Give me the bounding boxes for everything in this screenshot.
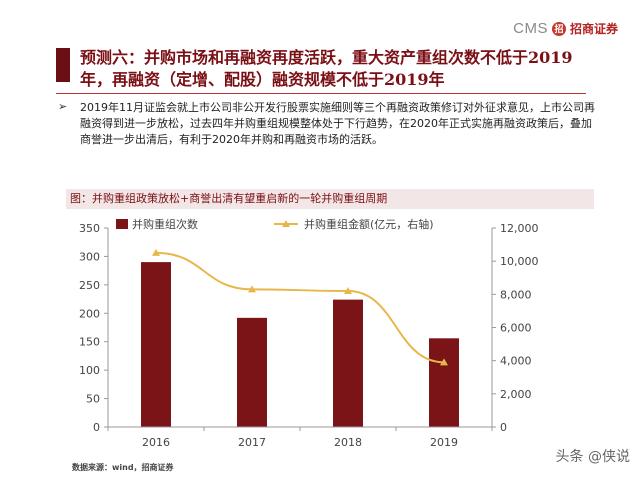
brand-logo: CMS 招 招商证券 [513,20,618,37]
x-tick-label: 2019 [430,436,458,449]
right-tick-label: 8,000 [500,288,532,301]
title-accent-bar [56,48,70,82]
left-tick-label: 100 [79,364,100,377]
legend-bar-label: 并购重组次数 [132,217,198,231]
line-point [344,287,352,295]
line-point [440,358,448,366]
body-paragraph: 2019年11月证监会就上市公司非公开发行股票实施细则等三个再融资政策修订对外征… [80,101,595,146]
bar [237,317,267,427]
page-title: 预测六：并购市场和再融资再度活跃，重大资产重组次数不低于2019年，再融资（定增… [80,48,573,89]
legend-line-label: 并购重组金额(亿元，右轴) [304,217,434,231]
left-axis: 0 50 100 150 200 250 300 350 [79,222,109,434]
series-line [155,251,445,364]
x-tick-label: 2018 [334,436,362,449]
line-point [152,248,160,256]
x-axis: 2016 2017 2018 2019 [107,426,493,449]
left-tick-label: 0 [93,421,100,434]
legend-bar-swatch [116,219,128,229]
x-tick-label: 2017 [238,436,266,449]
left-tick-label: 150 [79,336,100,349]
right-tick-label: 2,000 [500,388,532,401]
bar-series [141,262,459,427]
watermark: 头条 @侠说 [555,449,630,465]
bar [333,299,363,427]
title-divider [56,93,586,94]
left-tick-label: 250 [79,279,100,292]
bullet-arrow-icon: ➢ [58,100,68,113]
left-tick-label: 350 [79,222,100,235]
bar [429,338,459,427]
left-tick-label: 200 [79,307,100,320]
legend-line-marker [282,220,290,227]
right-axis: 0 2,000 4,000 6,000 8,000 10,000 12,000 [491,222,539,434]
left-tick-label: 300 [79,250,100,263]
data-source: 数据来源：wind，招商证券 [72,463,174,472]
right-tick-label: 12,000 [500,222,539,235]
x-tick-label: 2016 [142,436,170,449]
right-tick-label: 6,000 [500,322,532,335]
right-tick-label: 0 [500,421,507,434]
bar [141,262,171,427]
left-tick-label: 50 [86,393,100,406]
logo-cn-text: 招商证券 [569,22,618,36]
chart-caption: 图：并购重组政策放松+商誉出清有望重启新的一轮并购重组周期 [66,189,594,209]
right-tick-label: 10,000 [500,255,539,268]
line-series [152,248,448,366]
logo-cms-text: CMS [513,20,548,37]
combo-chart: 0 50 100 150 200 250 300 350 0 2,000 4,000 6,000 8,… [79,217,539,449]
logo-mark-icon: 招 [551,21,566,36]
right-tick-label: 4,000 [500,355,532,368]
line-point [248,285,256,293]
chart-legend: 并购重组次数 并购重组金额(亿元，右轴) [116,217,434,231]
